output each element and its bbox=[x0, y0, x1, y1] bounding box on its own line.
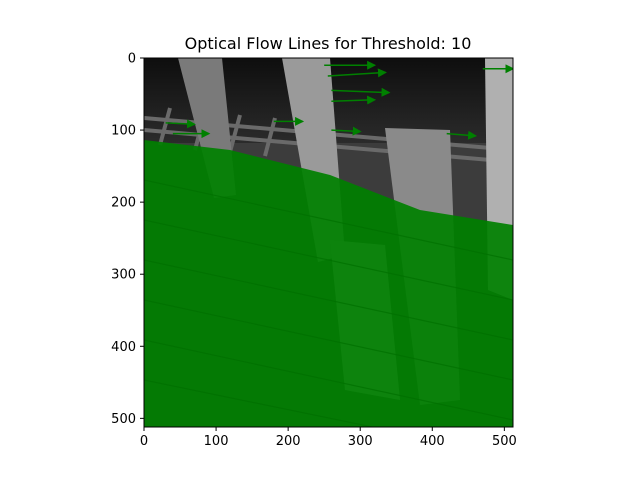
flow-vectors bbox=[165, 60, 513, 140]
flow-streaks bbox=[144, 179, 513, 427]
axes-frame bbox=[143, 57, 514, 428]
y-tick-label: 0 bbox=[128, 52, 136, 67]
flow-vector bbox=[331, 126, 362, 136]
y-tick-label: 500 bbox=[111, 412, 136, 427]
x-tick-label: 300 bbox=[348, 434, 373, 449]
y-tick-label: 200 bbox=[111, 196, 136, 211]
x-tick-label: 0 bbox=[140, 434, 148, 449]
y-tick-label: 400 bbox=[111, 340, 136, 355]
y-axis: 0 100 200 300 400 500 bbox=[111, 52, 144, 427]
x-axis: 0 100 200 300 400 500 bbox=[140, 427, 517, 449]
x-tick-label: 200 bbox=[276, 434, 301, 449]
flow-vector bbox=[327, 68, 387, 78]
x-tick-label: 100 bbox=[204, 434, 229, 449]
y-tick-label: 300 bbox=[111, 268, 136, 283]
flow-vector bbox=[331, 95, 377, 105]
y-tick-label: 100 bbox=[111, 124, 136, 139]
flow-vector bbox=[446, 130, 478, 140]
flow-vector bbox=[165, 119, 196, 129]
chart-title: Optical Flow Lines for Threshold: 10 bbox=[185, 34, 472, 53]
flow-vector bbox=[331, 87, 391, 97]
x-tick-label: 500 bbox=[492, 434, 517, 449]
image-plot-area bbox=[144, 58, 513, 427]
flow-dense-region bbox=[144, 140, 513, 427]
x-tick-label: 400 bbox=[420, 434, 445, 449]
